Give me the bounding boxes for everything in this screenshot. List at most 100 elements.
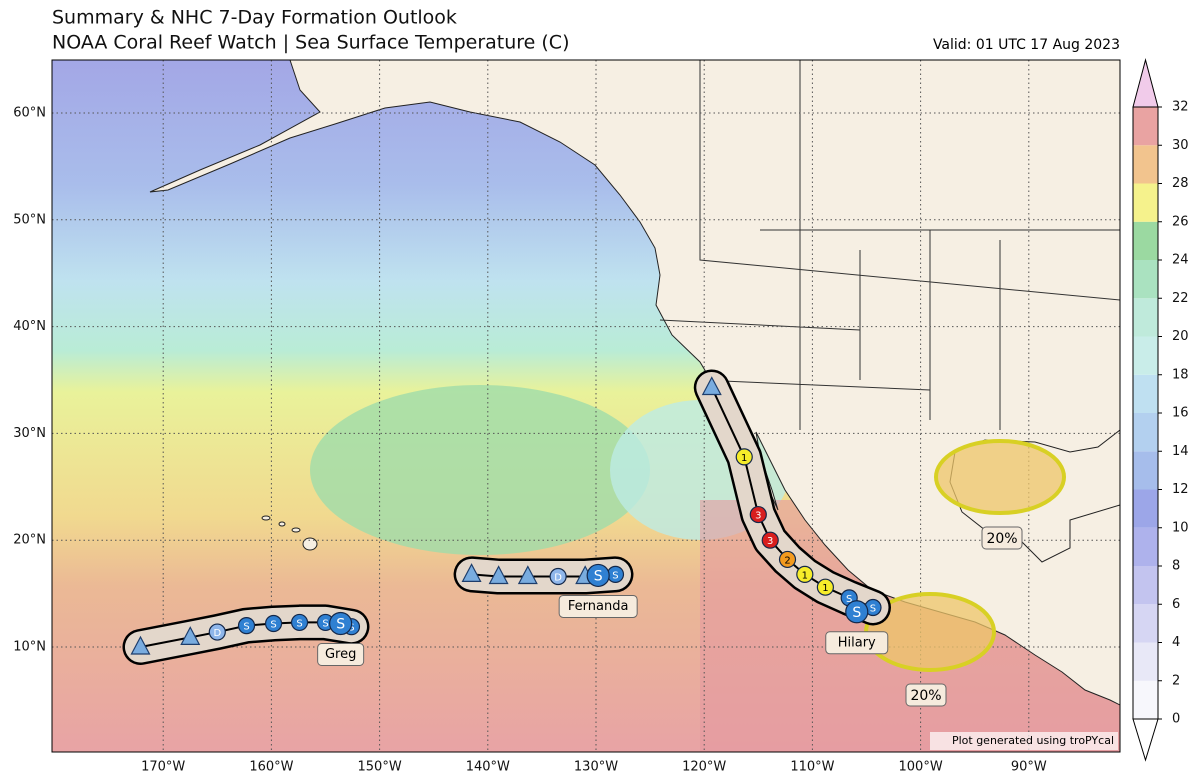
colorbar-band <box>1133 298 1158 337</box>
storm-remnant <box>180 626 201 645</box>
lon-label: 140°W <box>466 760 510 775</box>
storm-forecast <box>735 448 753 466</box>
storm-symbol: D <box>554 573 562 584</box>
colorbar-band <box>1133 374 1158 413</box>
colorbar-band <box>1133 451 1158 490</box>
storm-symbol: 1 <box>741 453 747 464</box>
lat-label: 10°N <box>13 640 46 655</box>
colorbar-label: 30 <box>1172 138 1189 153</box>
lon-label: 170°W <box>141 760 185 775</box>
storm-name: Fernanda <box>568 599 629 614</box>
storm-symbol: S <box>296 618 302 629</box>
storm-remnant <box>488 565 509 585</box>
lon-label: 120°W <box>682 760 726 775</box>
colorbar-band <box>1133 260 1158 299</box>
lon-label: 160°W <box>249 760 293 775</box>
storm-forecast <box>264 614 283 633</box>
colorbar-label: 8 <box>1172 559 1180 574</box>
credit: Plot generated using troPYcal <box>952 734 1114 747</box>
storm-symbol: 3 <box>767 536 773 547</box>
title: Summary & NHC 7-Day Formation Outlook <box>52 7 457 29</box>
storm-symbol: S <box>348 623 354 634</box>
lat-label: 40°N <box>13 319 46 334</box>
storm-symbol: S <box>594 568 603 584</box>
storm-forecast <box>237 617 256 635</box>
colorbar-label: 28 <box>1172 176 1189 191</box>
hawaii <box>261 515 318 551</box>
lon-label: 110°W <box>790 760 834 775</box>
borders <box>659 60 1120 430</box>
lat-label: 60°N <box>13 106 46 121</box>
storm-symbol: 2 <box>784 555 790 566</box>
valid-time: Valid: 01 UTC 17 Aug 2023 <box>933 37 1120 53</box>
sst-patch <box>310 385 650 555</box>
storm-symbol: S <box>243 622 249 633</box>
storm-remnant <box>701 376 722 396</box>
colorbar-band <box>1133 221 1158 260</box>
storm-forecast <box>290 613 309 632</box>
storm-remnant <box>461 563 482 582</box>
storm-symbol: 1 <box>802 570 808 581</box>
colorbar-label: 16 <box>1172 406 1189 421</box>
storm-forecast <box>749 505 767 524</box>
storm-symbol: S <box>322 618 328 629</box>
storm-forecast <box>761 531 779 549</box>
map-frame <box>51 59 1121 753</box>
colorbar-over <box>1132 58 1159 108</box>
storm-current <box>329 611 353 636</box>
colorbar-band <box>1133 527 1158 566</box>
storm-label-box <box>558 594 638 618</box>
storm-forecast <box>208 623 226 641</box>
colorbar-label: 26 <box>1172 214 1189 229</box>
storm-symbol: 1 <box>822 583 828 594</box>
colorbar-band <box>1133 145 1158 184</box>
outlook-percent: 20% <box>910 688 941 704</box>
colorbar-label: 0 <box>1172 712 1180 727</box>
subtitle: NOAA Coral Reef Watch | Sea Surface Temp… <box>52 32 570 54</box>
storm-symbol: 3 <box>755 511 761 522</box>
storm-current <box>586 563 610 588</box>
colorbar-label: 18 <box>1172 367 1189 382</box>
colorbar-label: 20 <box>1172 329 1189 344</box>
outlook-label: 20% 20% <box>905 526 1023 707</box>
storm-name: Greg <box>325 647 356 662</box>
colorbar-label: 4 <box>1172 635 1180 650</box>
storm-symbol: S <box>870 603 876 614</box>
storm-current <box>845 600 869 624</box>
colorbar-under <box>1132 718 1159 762</box>
colorbar-label: 24 <box>1172 253 1189 268</box>
colorbar-band <box>1133 413 1158 452</box>
storm-remnant <box>517 565 538 585</box>
colorbar-band <box>1133 107 1158 146</box>
lon-label: 90°W <box>1011 760 1047 775</box>
outlook-percent: 20% <box>986 531 1017 547</box>
colorbar-band <box>1133 183 1158 222</box>
colorbar-band <box>1133 566 1158 605</box>
colorbar-band <box>1133 604 1158 643</box>
colorbar-band <box>1133 336 1158 375</box>
colorbar-band <box>1133 680 1158 719</box>
storm-forecast <box>549 567 567 586</box>
colorbar-band <box>1133 642 1158 681</box>
lat-label: 30°N <box>13 426 46 441</box>
storm-name: Hilary <box>838 635 876 650</box>
storm-symbol: S <box>612 570 618 581</box>
storm-symbol: S <box>852 605 861 621</box>
storm-remnant <box>130 635 151 655</box>
colorbar-label: 2 <box>1172 673 1180 688</box>
storm-label-box <box>317 643 365 667</box>
lat-label: 20°N <box>13 533 46 548</box>
colorbar-label: 12 <box>1172 482 1189 497</box>
storm-symbol: D <box>213 628 221 639</box>
colorbar-label: 14 <box>1172 444 1189 459</box>
storm-forecast <box>816 578 834 596</box>
storm-forecast <box>778 550 797 569</box>
colorbar-label: 22 <box>1172 291 1189 306</box>
storm-symbol: S <box>846 594 852 605</box>
colorbar-label: 6 <box>1172 597 1180 612</box>
lon-label: 150°W <box>358 760 402 775</box>
storm-symbol: S <box>270 620 276 631</box>
